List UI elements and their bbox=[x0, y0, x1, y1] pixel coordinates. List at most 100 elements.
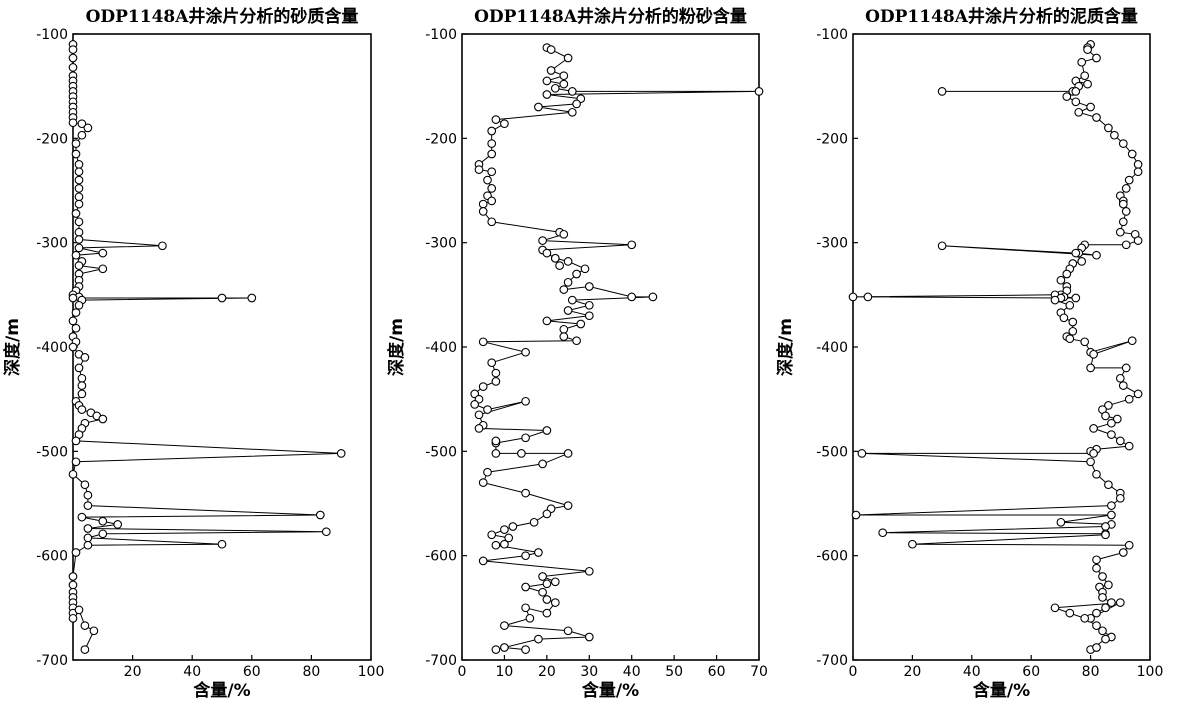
data-point bbox=[538, 572, 547, 581]
data-point bbox=[521, 551, 530, 561]
data-point bbox=[1124, 540, 1134, 550]
data-point bbox=[1056, 517, 1066, 527]
data-point bbox=[550, 598, 560, 607]
data-point bbox=[74, 300, 84, 310]
data-point bbox=[563, 53, 573, 63]
data-point bbox=[500, 525, 509, 534]
data-point bbox=[1121, 363, 1131, 373]
data-point bbox=[504, 533, 514, 543]
data-point bbox=[68, 572, 78, 581]
data-point bbox=[1071, 87, 1081, 96]
y-axis-label: 深度/m bbox=[386, 318, 407, 376]
data-point bbox=[491, 540, 501, 550]
x-tick-label: 0 bbox=[458, 664, 467, 680]
data-point bbox=[584, 632, 594, 642]
data-point bbox=[529, 517, 539, 527]
x-tick-label: 0 bbox=[849, 664, 858, 680]
data-point bbox=[478, 337, 488, 347]
data-point bbox=[567, 87, 577, 96]
data-point bbox=[1062, 92, 1072, 101]
data-point bbox=[1068, 326, 1078, 336]
data-point bbox=[89, 626, 99, 636]
x-tick-label: 40 bbox=[623, 664, 641, 680]
data-point bbox=[1059, 313, 1069, 323]
data-point bbox=[68, 53, 78, 63]
data-point bbox=[1098, 572, 1107, 581]
y-tick-label: -500 bbox=[425, 444, 457, 460]
data-point bbox=[1092, 563, 1101, 573]
x-tick-label: 20 bbox=[903, 664, 921, 680]
data-point bbox=[487, 358, 497, 368]
data-point bbox=[1071, 293, 1081, 303]
data-point bbox=[68, 63, 78, 72]
data-point bbox=[559, 79, 569, 89]
y-tick-label: -200 bbox=[816, 131, 848, 147]
data-point bbox=[315, 510, 325, 520]
data-point bbox=[1092, 53, 1101, 63]
data-point bbox=[478, 207, 488, 216]
data-point bbox=[1092, 621, 1101, 630]
data-point bbox=[648, 292, 658, 302]
data-point bbox=[1104, 123, 1113, 133]
data-point bbox=[1068, 317, 1078, 327]
data-point bbox=[1115, 493, 1125, 503]
data-point bbox=[584, 566, 594, 576]
data-point bbox=[74, 217, 84, 227]
chart-title: ODP1148A井涂片分析的泥质含量 bbox=[865, 6, 1138, 27]
x-tick-label: 50 bbox=[665, 664, 683, 680]
data-point bbox=[71, 250, 81, 260]
data-point bbox=[74, 199, 84, 209]
data-point bbox=[80, 621, 90, 630]
data-point bbox=[77, 381, 87, 390]
data-point bbox=[542, 608, 552, 618]
data-point bbox=[491, 377, 501, 386]
y-tick-label: -200 bbox=[425, 131, 457, 147]
data-point bbox=[1083, 45, 1092, 54]
x-tick-label: 40 bbox=[963, 664, 981, 680]
panel-silt-content: ODP1148A井涂片分析的粉砂含量 -100 -200 -300 -400 -500 -6… bbox=[386, 6, 768, 701]
data-point bbox=[546, 45, 556, 54]
data-point bbox=[500, 539, 509, 549]
data-point bbox=[483, 405, 492, 414]
data-point bbox=[247, 293, 257, 303]
y-tick-label: -600 bbox=[425, 549, 457, 565]
data-point bbox=[487, 217, 497, 227]
data-point bbox=[74, 363, 84, 373]
data-point bbox=[1071, 97, 1081, 107]
y-tick-label: -700 bbox=[425, 653, 457, 669]
data-point bbox=[74, 605, 84, 615]
data-point bbox=[71, 209, 81, 218]
data-point bbox=[1124, 175, 1134, 185]
y-tick-label: -300 bbox=[425, 236, 457, 252]
data-point bbox=[1092, 113, 1101, 122]
data-point bbox=[1118, 139, 1128, 148]
data-point bbox=[487, 139, 497, 148]
chart-title: ODP1148A井涂片分析的砂质含量 bbox=[86, 6, 359, 27]
data-point bbox=[71, 308, 81, 317]
data-point bbox=[937, 241, 947, 251]
data-point bbox=[1127, 336, 1137, 346]
data-point bbox=[68, 316, 78, 326]
data-point bbox=[1092, 643, 1101, 652]
data-point bbox=[1092, 608, 1101, 618]
data-point bbox=[559, 332, 569, 341]
data-point bbox=[71, 323, 81, 333]
data-point bbox=[534, 102, 543, 112]
data-point bbox=[563, 501, 573, 510]
data-point bbox=[1104, 401, 1113, 410]
data-point bbox=[80, 645, 90, 654]
data-point bbox=[572, 269, 581, 279]
data-point bbox=[68, 580, 78, 590]
data-point bbox=[71, 436, 81, 446]
data-point bbox=[1107, 501, 1116, 510]
data-point bbox=[74, 227, 84, 237]
data-point bbox=[83, 501, 93, 510]
data-point bbox=[542, 248, 552, 258]
data-point bbox=[478, 556, 488, 566]
data-point bbox=[487, 167, 497, 177]
x-tick-label: 30 bbox=[580, 664, 598, 680]
data-point bbox=[576, 319, 586, 329]
data-point bbox=[525, 613, 535, 623]
series-line bbox=[473, 47, 760, 651]
